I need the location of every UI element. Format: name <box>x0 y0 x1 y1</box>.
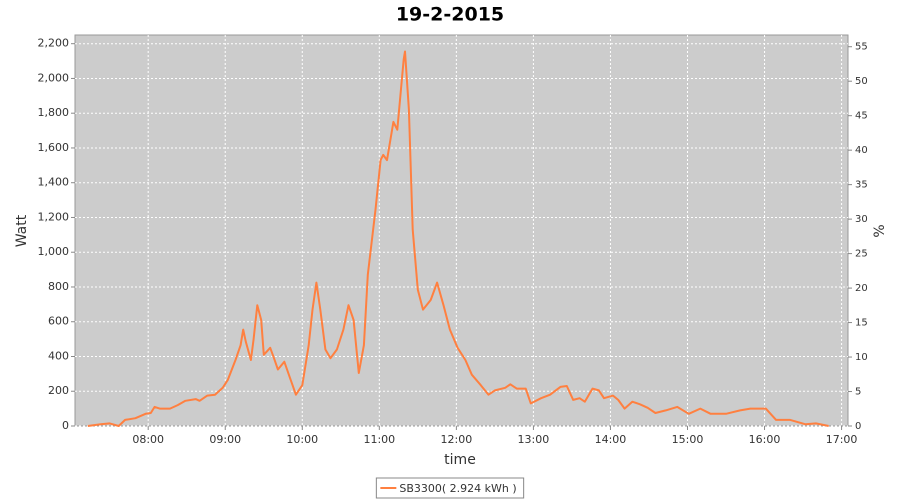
y-axis-title: Watt <box>14 214 30 247</box>
x-tick-label: 14:00 <box>595 433 627 446</box>
chart-title: 19-2-2015 <box>396 4 504 26</box>
y2-tick-label: 40 <box>855 145 868 156</box>
y2-tick-label: 45 <box>855 111 868 122</box>
y-tick-label: 1,000 <box>38 245 70 258</box>
y2-tick-label: 35 <box>855 180 868 191</box>
x-tick-label: 10:00 <box>286 433 318 446</box>
y2-tick-label: 25 <box>855 249 868 260</box>
legend-label: SB3300( 2.924 kWh ) <box>399 482 516 495</box>
y2-axis-title: % <box>872 224 888 237</box>
y-tick-label: 600 <box>48 315 69 328</box>
y2-tick-label: 30 <box>855 214 868 225</box>
data-line <box>87 50 829 427</box>
x-tick-label: 12:00 <box>441 433 473 446</box>
y2-tick-label: 55 <box>855 42 868 53</box>
legend: SB3300( 2.924 kWh ) <box>375 477 525 499</box>
x-axis-title: time <box>444 452 476 468</box>
legend-box <box>375 477 525 499</box>
y-tick-label: 200 <box>48 384 69 397</box>
x-tick-label: 15:00 <box>672 433 704 446</box>
y2-tick-label: 15 <box>855 318 868 329</box>
y-tick-label: 1,600 <box>38 141 70 154</box>
y-tick-label: 0 <box>62 419 69 432</box>
y-tick-label: 1,200 <box>38 210 70 223</box>
y2-tick-label: 20 <box>855 283 868 294</box>
y-tick-label: 1,800 <box>38 106 70 119</box>
plot-area <box>74 34 849 427</box>
y-tick-label: 2,000 <box>38 71 70 84</box>
x-tick-label: 08:00 <box>132 433 164 446</box>
y2-tick-label: 50 <box>855 76 868 87</box>
y2-tick-label: 10 <box>855 352 868 363</box>
y2-tick-label: 0 <box>855 421 861 432</box>
x-tick-label: 17:00 <box>826 433 858 446</box>
y-tick-label: 1,400 <box>38 176 70 189</box>
y2-tick-label: 5 <box>855 387 861 398</box>
x-tick-label: 11:00 <box>363 433 395 446</box>
y-tick-label: 800 <box>48 280 69 293</box>
x-tick-label: 13:00 <box>518 433 550 446</box>
x-tick-label: 16:00 <box>749 433 781 446</box>
y-tick-label: 400 <box>48 349 69 362</box>
x-tick-label: 09:00 <box>209 433 241 446</box>
y-tick-label: 2,200 <box>38 37 70 50</box>
